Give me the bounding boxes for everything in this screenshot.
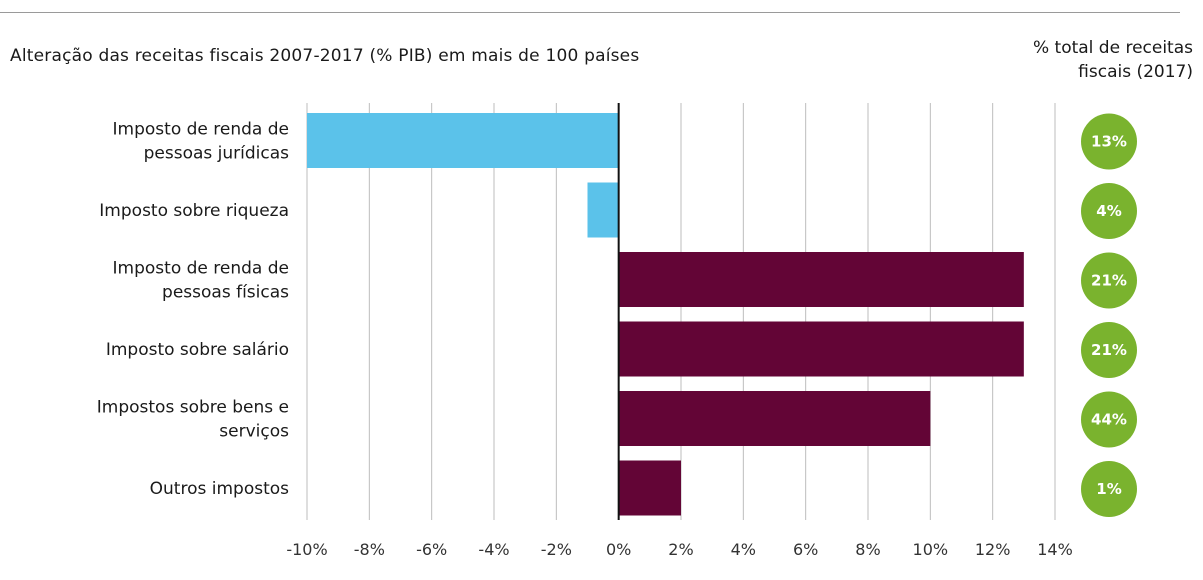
bar: [618, 460, 681, 516]
category-label: serviços: [219, 422, 289, 442]
share-badge: [1081, 461, 1137, 517]
x-tick-label: -10%: [286, 540, 327, 559]
share-column-title: % total de receitas fiscais (2017): [1032, 38, 1193, 82]
category-label: Imposto sobre riqueza: [99, 201, 289, 221]
x-tick-label: 8%: [855, 540, 880, 559]
share-badge-label: 21%: [1091, 341, 1127, 359]
x-tick-label: -6%: [416, 540, 447, 559]
x-tick-label: 6%: [793, 540, 818, 559]
x-tick-label: 0%: [606, 540, 631, 559]
x-tick-label: 12%: [975, 540, 1011, 559]
category-label: Imposto sobre salário: [106, 340, 289, 360]
x-tick-label: -4%: [478, 540, 509, 559]
bar: [307, 113, 619, 168]
x-tick-label: 10%: [913, 540, 949, 559]
share-badge: [1081, 183, 1137, 239]
x-tick-label: 4%: [731, 540, 756, 559]
x-tick-label: -8%: [354, 540, 385, 559]
chart-title: Alteração das receitas fiscais 2007-2017…: [10, 46, 640, 66]
bar: [618, 252, 1024, 307]
share-badge-label: 21%: [1091, 272, 1127, 290]
category-label: Outros impostos: [150, 479, 289, 499]
bar: [618, 321, 1024, 377]
share-badge: [1081, 113, 1137, 170]
share-badge: [1081, 391, 1137, 448]
share-badge-label: 1%: [1096, 480, 1121, 498]
category-label: pessoas jurídicas: [144, 144, 290, 164]
x-tick-label: -2%: [541, 540, 572, 559]
category-label: pessoas físicas: [162, 283, 289, 303]
share-badge-label: 13%: [1091, 133, 1127, 151]
share-badge: [1081, 322, 1137, 378]
bar: [618, 391, 931, 446]
x-tick-label: 2%: [668, 540, 693, 559]
category-label: Imposto de renda de: [113, 120, 289, 140]
bar: [587, 182, 619, 238]
x-tick-label: 14%: [1037, 540, 1073, 559]
share-badge-label: 44%: [1091, 411, 1127, 429]
top-rule: [0, 12, 1180, 13]
share-badge-label: 4%: [1096, 202, 1121, 220]
category-label: Impostos sobre bens e: [97, 398, 289, 418]
category-label: Imposto de renda de: [113, 259, 289, 279]
share-badge: [1081, 252, 1137, 309]
